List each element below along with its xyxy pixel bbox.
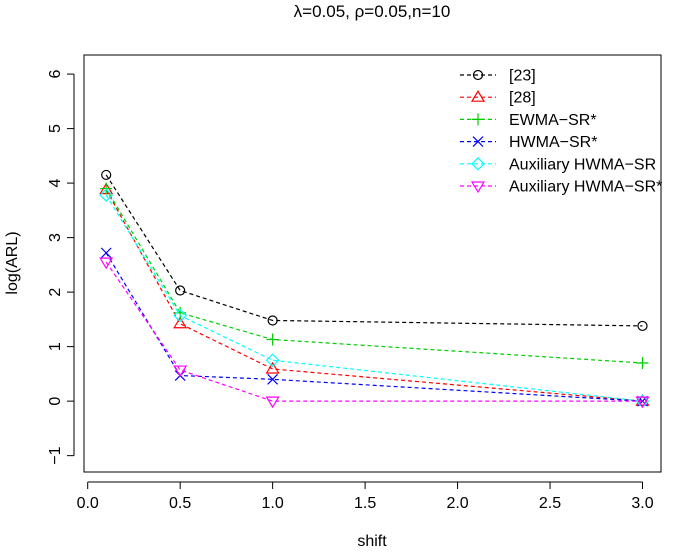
data-point-triangle-up-legend xyxy=(470,90,486,102)
data-point-diamond-2 xyxy=(265,353,280,368)
legend-label: [28] xyxy=(509,90,536,107)
series-line-1 xyxy=(105,189,643,402)
legend-entry-4: Auxiliary HWMA−SR xyxy=(460,156,656,173)
data-point-triangle-up-2 xyxy=(265,361,280,374)
data-point-circle-0 xyxy=(101,169,112,181)
data-point-triangle-down-2 xyxy=(265,396,280,409)
x-tick-label: 1.0 xyxy=(262,495,284,512)
legend-entry-0: [23] xyxy=(460,68,536,85)
x-tick-label: 3.0 xyxy=(631,495,653,512)
legend-label: Auxiliary HWMA−SR* xyxy=(509,179,662,196)
data-point-cross-legend xyxy=(472,136,484,148)
series-layer xyxy=(99,169,650,409)
x-tick-label: 0.0 xyxy=(77,495,99,512)
data-point-triangle-up-1 xyxy=(173,316,188,329)
data-point-triangle-down-1 xyxy=(173,365,188,378)
series-0 xyxy=(101,169,648,332)
x-tick-label: 0.5 xyxy=(169,495,191,512)
y-tick-label: 2 xyxy=(47,288,64,297)
data-point-diamond-1 xyxy=(173,308,188,323)
x-tick-label: 2.0 xyxy=(446,495,468,512)
y-tick-label: 6 xyxy=(47,70,64,79)
legend-entry-1: [28] xyxy=(460,90,536,107)
y-axis: −1 0 1 2 3 4 5 6 xyxy=(47,70,75,465)
data-point-circle-1 xyxy=(175,285,186,296)
data-point-plus-3 xyxy=(636,356,649,369)
series-line-4 xyxy=(105,194,643,402)
legend-label: Auxiliary HWMA−SR xyxy=(509,156,656,173)
data-point-diamond-0 xyxy=(99,188,114,202)
plot-area xyxy=(83,54,662,473)
y-axis-label: log(ARL) xyxy=(4,231,21,294)
y-tick-label: −1 xyxy=(47,446,64,464)
series-line-3 xyxy=(105,252,643,402)
y-tick-label: 4 xyxy=(47,179,64,188)
x-tick-label: 2.5 xyxy=(539,495,561,512)
legend-entry-5: Auxiliary HWMA−SR* xyxy=(460,179,662,196)
data-point-cross-0 xyxy=(100,247,112,259)
x-tick-label: 1.5 xyxy=(354,495,376,512)
data-point-triangle-down-3 xyxy=(635,396,650,409)
legend-label: EWMA−SR* xyxy=(509,112,597,129)
series-line-2 xyxy=(105,188,643,364)
data-point-plus-legend xyxy=(472,113,484,126)
series-line-0 xyxy=(105,174,643,327)
y-tick-label: 5 xyxy=(47,124,64,133)
data-point-triangle-down-0 xyxy=(99,257,114,270)
legend-label: [23] xyxy=(509,68,536,85)
data-point-triangle-up-3 xyxy=(635,393,650,406)
data-point-circle-2 xyxy=(267,315,278,326)
series-line-5 xyxy=(105,261,643,402)
data-point-cross-2 xyxy=(267,373,279,385)
series-2 xyxy=(100,182,649,369)
x-axis-label: shift xyxy=(357,533,387,550)
y-tick-label: 3 xyxy=(47,233,64,242)
data-point-diamond-legend xyxy=(471,156,485,171)
x-axis: 0.0 0.5 1.0 1.5 2.0 2.5 3.0 xyxy=(77,481,654,512)
series-3 xyxy=(100,247,648,407)
legend-label: HWMA−SR* xyxy=(509,134,597,151)
data-point-triangle-down-legend xyxy=(470,181,486,194)
y-tick-label: 0 xyxy=(47,397,64,406)
legend-entry-2: EWMA−SR* xyxy=(460,112,597,129)
series-4 xyxy=(99,188,650,408)
data-point-plus-2 xyxy=(266,333,279,346)
series-5 xyxy=(99,257,650,409)
data-point-circle-legend xyxy=(472,69,484,81)
legend-entry-3: HWMA−SR* xyxy=(460,134,597,151)
y-tick-label: 1 xyxy=(47,342,64,351)
legend: [23] [28] EWMA−SR* HWMA−SR* Auxiliary HWMA−S… xyxy=(460,68,662,196)
chart-title: λ=0.05, ρ=0.05,n=10 xyxy=(294,2,451,21)
data-point-circle-3 xyxy=(637,320,648,332)
